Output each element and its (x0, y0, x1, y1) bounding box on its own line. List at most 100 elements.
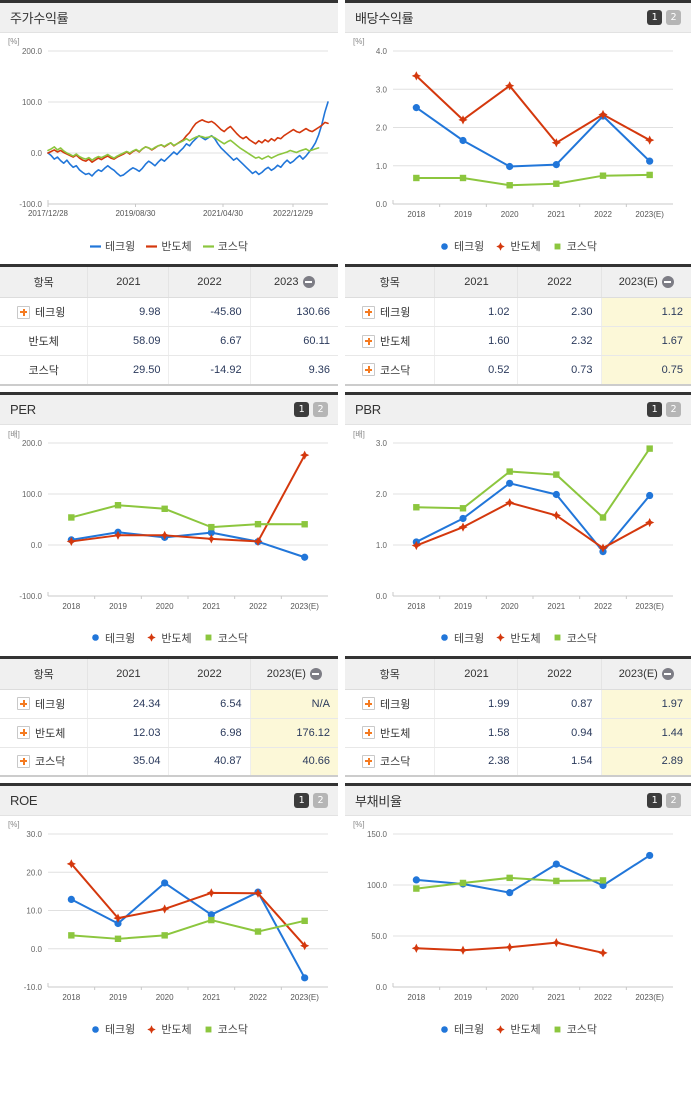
chart-svg: 0.0 50.0 100.0 150.0 2018 2019 2020 2021 2022 202… (367, 830, 673, 1002)
svg-text:150.0: 150.0 (367, 830, 388, 839)
panel-header: PER 1 2 (0, 394, 338, 425)
cell-estimate: 176.12 (249, 718, 338, 748)
toggle-view-2[interactable]: 2 (666, 793, 681, 808)
chart-legend: 테크윙 반도체 코스닥 (0, 238, 338, 254)
cell-2021: 12.03 (87, 718, 169, 748)
table-row: 테크윙 9.98 -45.80 130.66 (0, 297, 338, 327)
header-cell-2021: 2021 (87, 267, 169, 298)
toggle-view-2[interactable]: 2 (313, 401, 328, 417)
legend-item[interactable]: 반도체 (146, 1021, 192, 1037)
cell-2022: 2.30 (517, 297, 602, 327)
row-label: 코스닥 (380, 756, 411, 769)
header-cell-2021: 2021 (87, 658, 169, 690)
header-label: 2023(E) (618, 667, 658, 680)
toggle-view-2[interactable]: 2 (666, 401, 681, 417)
legend-item[interactable]: 반도체 (495, 238, 541, 254)
expand-plus-icon[interactable] (17, 697, 30, 710)
collapse-minus-icon[interactable] (661, 667, 674, 680)
toggle-view-1[interactable]: 1 (294, 401, 309, 417)
expand-plus-icon[interactable] (362, 334, 375, 348)
legend-item[interactable]: 코스닥 (552, 1021, 597, 1037)
collapse-minus-icon[interactable] (309, 667, 322, 680)
legend-label: 반도체 (161, 1024, 192, 1036)
legend-item[interactable]: 반도체 (146, 238, 192, 254)
svg-text:2020: 2020 (501, 210, 519, 219)
panel-title: 배당수익률 (355, 11, 414, 26)
legend-item[interactable]: 반도체 (146, 630, 192, 646)
legend-item[interactable]: 코스닥 (552, 630, 597, 646)
expand-plus-icon[interactable] (362, 697, 375, 710)
chart-legend: 테크윙 반도체 코스닥 (345, 630, 691, 646)
legend-item[interactable]: 테크윙 (439, 1021, 484, 1037)
svg-text:2.0: 2.0 (376, 490, 388, 499)
legend-label: 테크윙 (104, 1024, 136, 1036)
toggle-view-1[interactable]: 1 (647, 10, 662, 25)
expand-plus-icon[interactable] (362, 363, 375, 377)
legend-item[interactable]: 코스닥 (202, 238, 248, 254)
svg-text:1.0: 1.0 (376, 162, 388, 171)
expand-plus-icon[interactable] (17, 726, 30, 739)
toggle-view-1[interactable]: 1 (647, 793, 662, 808)
legend-item[interactable]: 테크윙 (89, 238, 135, 254)
svg-text:2023(E): 2023(E) (290, 602, 319, 611)
expand-plus-icon[interactable] (17, 754, 30, 768)
legend-item[interactable]: 테크윙 (90, 1021, 135, 1037)
row-label: 반도체 (28, 336, 59, 348)
header-cell-estimate[interactable]: 2023(E) (600, 267, 691, 298)
panel-title: 주가수익률 (10, 11, 69, 26)
legend-item[interactable]: 테크윙 (439, 238, 484, 254)
toggle-view-2[interactable]: 2 (666, 10, 681, 25)
svg-text:2022: 2022 (594, 602, 612, 611)
table-header-row: 항목 2021 2022 2023(E) (345, 267, 691, 298)
legend-item[interactable]: 반도체 (495, 630, 541, 646)
svg-text:2021: 2021 (547, 602, 565, 611)
header-cell-estimate[interactable]: 2023(E) (600, 658, 691, 690)
cell-2022: -45.80 (168, 297, 251, 327)
svg-text:2018: 2018 (62, 602, 80, 611)
header-cell-estimate[interactable]: 2023 (249, 267, 338, 298)
table-header-row: 항목 2021 2022 2023(E) (345, 658, 691, 690)
cell-2021: 1.99 (434, 689, 518, 719)
panel-stock-return: 주가수익률 [%] -100.0 0.0 100.0 200.0 2017/12/28 201… (0, 0, 338, 258)
header-cell-item: 항목 (0, 658, 88, 690)
expand-plus-icon[interactable] (362, 305, 375, 319)
cell-estimate: 1.97 (600, 689, 691, 719)
table-header-row: 항목 2021 2022 2023(E) (0, 658, 338, 690)
toggle-view-1[interactable]: 1 (294, 793, 309, 808)
cell-estimate: 130.66 (249, 297, 338, 327)
legend-item[interactable]: 코스닥 (552, 238, 597, 254)
chart-legend: 테크윙 반도체 코스닥 (345, 1021, 691, 1037)
legend-item[interactable]: 테크윙 (90, 630, 135, 646)
row-label-cell: 반도체 (345, 718, 435, 748)
panel-roe: ROE 1 2 [%] -10.0 0.0 10.0 20.0 30.0 2018 2019 2020… (0, 783, 338, 1041)
legend-label: 코스닥 (566, 1024, 598, 1036)
legend-item[interactable]: 테크윙 (439, 630, 484, 646)
svg-text:2018: 2018 (407, 602, 425, 611)
cell-2022: 40.87 (168, 747, 251, 777)
panel-header: 배당수익률 1 2 (345, 3, 691, 33)
table-row: 코스닥 35.04 40.87 40.66 (0, 747, 338, 777)
right-column: 배당수익률 1 2 [%] 0.0 1.0 2.0 3.0 4.0 2018 2019 2020 202… (345, 0, 691, 1041)
expand-plus-icon[interactable] (362, 754, 375, 768)
collapse-minus-icon[interactable] (302, 276, 315, 288)
collapse-minus-icon[interactable] (661, 276, 674, 288)
legend-item[interactable]: 반도체 (495, 1021, 541, 1037)
cell-2022: 0.73 (517, 355, 602, 386)
row-label: 반도체 (380, 336, 411, 348)
header-cell-estimate[interactable]: 2023(E) (249, 658, 338, 690)
cell-2021: 9.98 (87, 297, 169, 327)
toggle-view-1[interactable]: 1 (647, 401, 662, 417)
expand-plus-icon[interactable] (362, 726, 375, 739)
svg-text:0.0: 0.0 (31, 945, 43, 954)
row-label: 반도체 (380, 727, 411, 740)
legend-item[interactable]: 코스닥 (203, 630, 248, 646)
expand-plus-icon[interactable] (17, 305, 30, 319)
svg-text:2022/12/29: 2022/12/29 (273, 209, 314, 218)
legend-item[interactable]: 코스닥 (203, 1021, 248, 1037)
cell-estimate: 1.67 (600, 326, 691, 356)
toggle-view-2[interactable]: 2 (313, 793, 328, 808)
header-cell-2022: 2022 (168, 658, 251, 690)
